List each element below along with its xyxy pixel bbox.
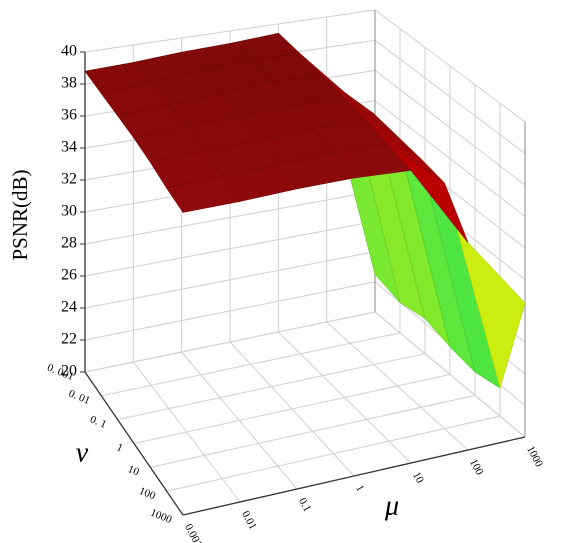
z-tick-label: 28 [61,235,77,252]
axis-line [182,436,526,516]
axis-line [84,371,184,516]
surface-cell [166,175,241,213]
x-tick-label: 1 [353,483,366,493]
x-axis-title: μ [384,490,399,521]
z-tick-label: 34 [61,139,77,156]
grid-line [150,394,476,468]
z-tick-label: 26 [61,267,77,284]
x-tick-label: 0.1 [296,496,313,514]
z-axis-title: PSNR(dB) [8,169,32,260]
y-tick-label: 100 [137,485,157,502]
x-tick-label: 100 [467,457,486,478]
z-tick-label: 40 [61,43,77,60]
y-tick-label: 1000 [149,507,174,527]
grid-line [166,415,501,492]
x-tick-label: 0.001 [182,522,204,543]
z-tick-label: 20 [61,363,77,380]
grid-line [117,353,426,421]
z-tick-label: 24 [61,299,77,316]
z-tick-label: 32 [61,171,77,188]
y-tick-label: 10 [126,463,141,478]
x-tick-label: 0.01 [239,509,259,532]
z-tick-label: 22 [61,331,77,348]
y-tick-label: 0. 1 [88,413,108,430]
x-tick-label: 1000 [524,444,545,469]
grid-line [84,311,376,373]
grid-line [101,332,401,397]
surface-mesh [166,175,241,213]
x-tick-label: 10 [410,470,426,486]
y-axis-title: ν [76,437,89,468]
z-tick-label: 36 [61,107,77,124]
y-tick-label: 0. 01 [67,388,92,407]
z-tick-label: 30 [61,203,77,220]
grid-line [133,374,451,444]
z-tick-label: 38 [61,75,77,92]
y-tick-label: 1 [115,441,125,454]
